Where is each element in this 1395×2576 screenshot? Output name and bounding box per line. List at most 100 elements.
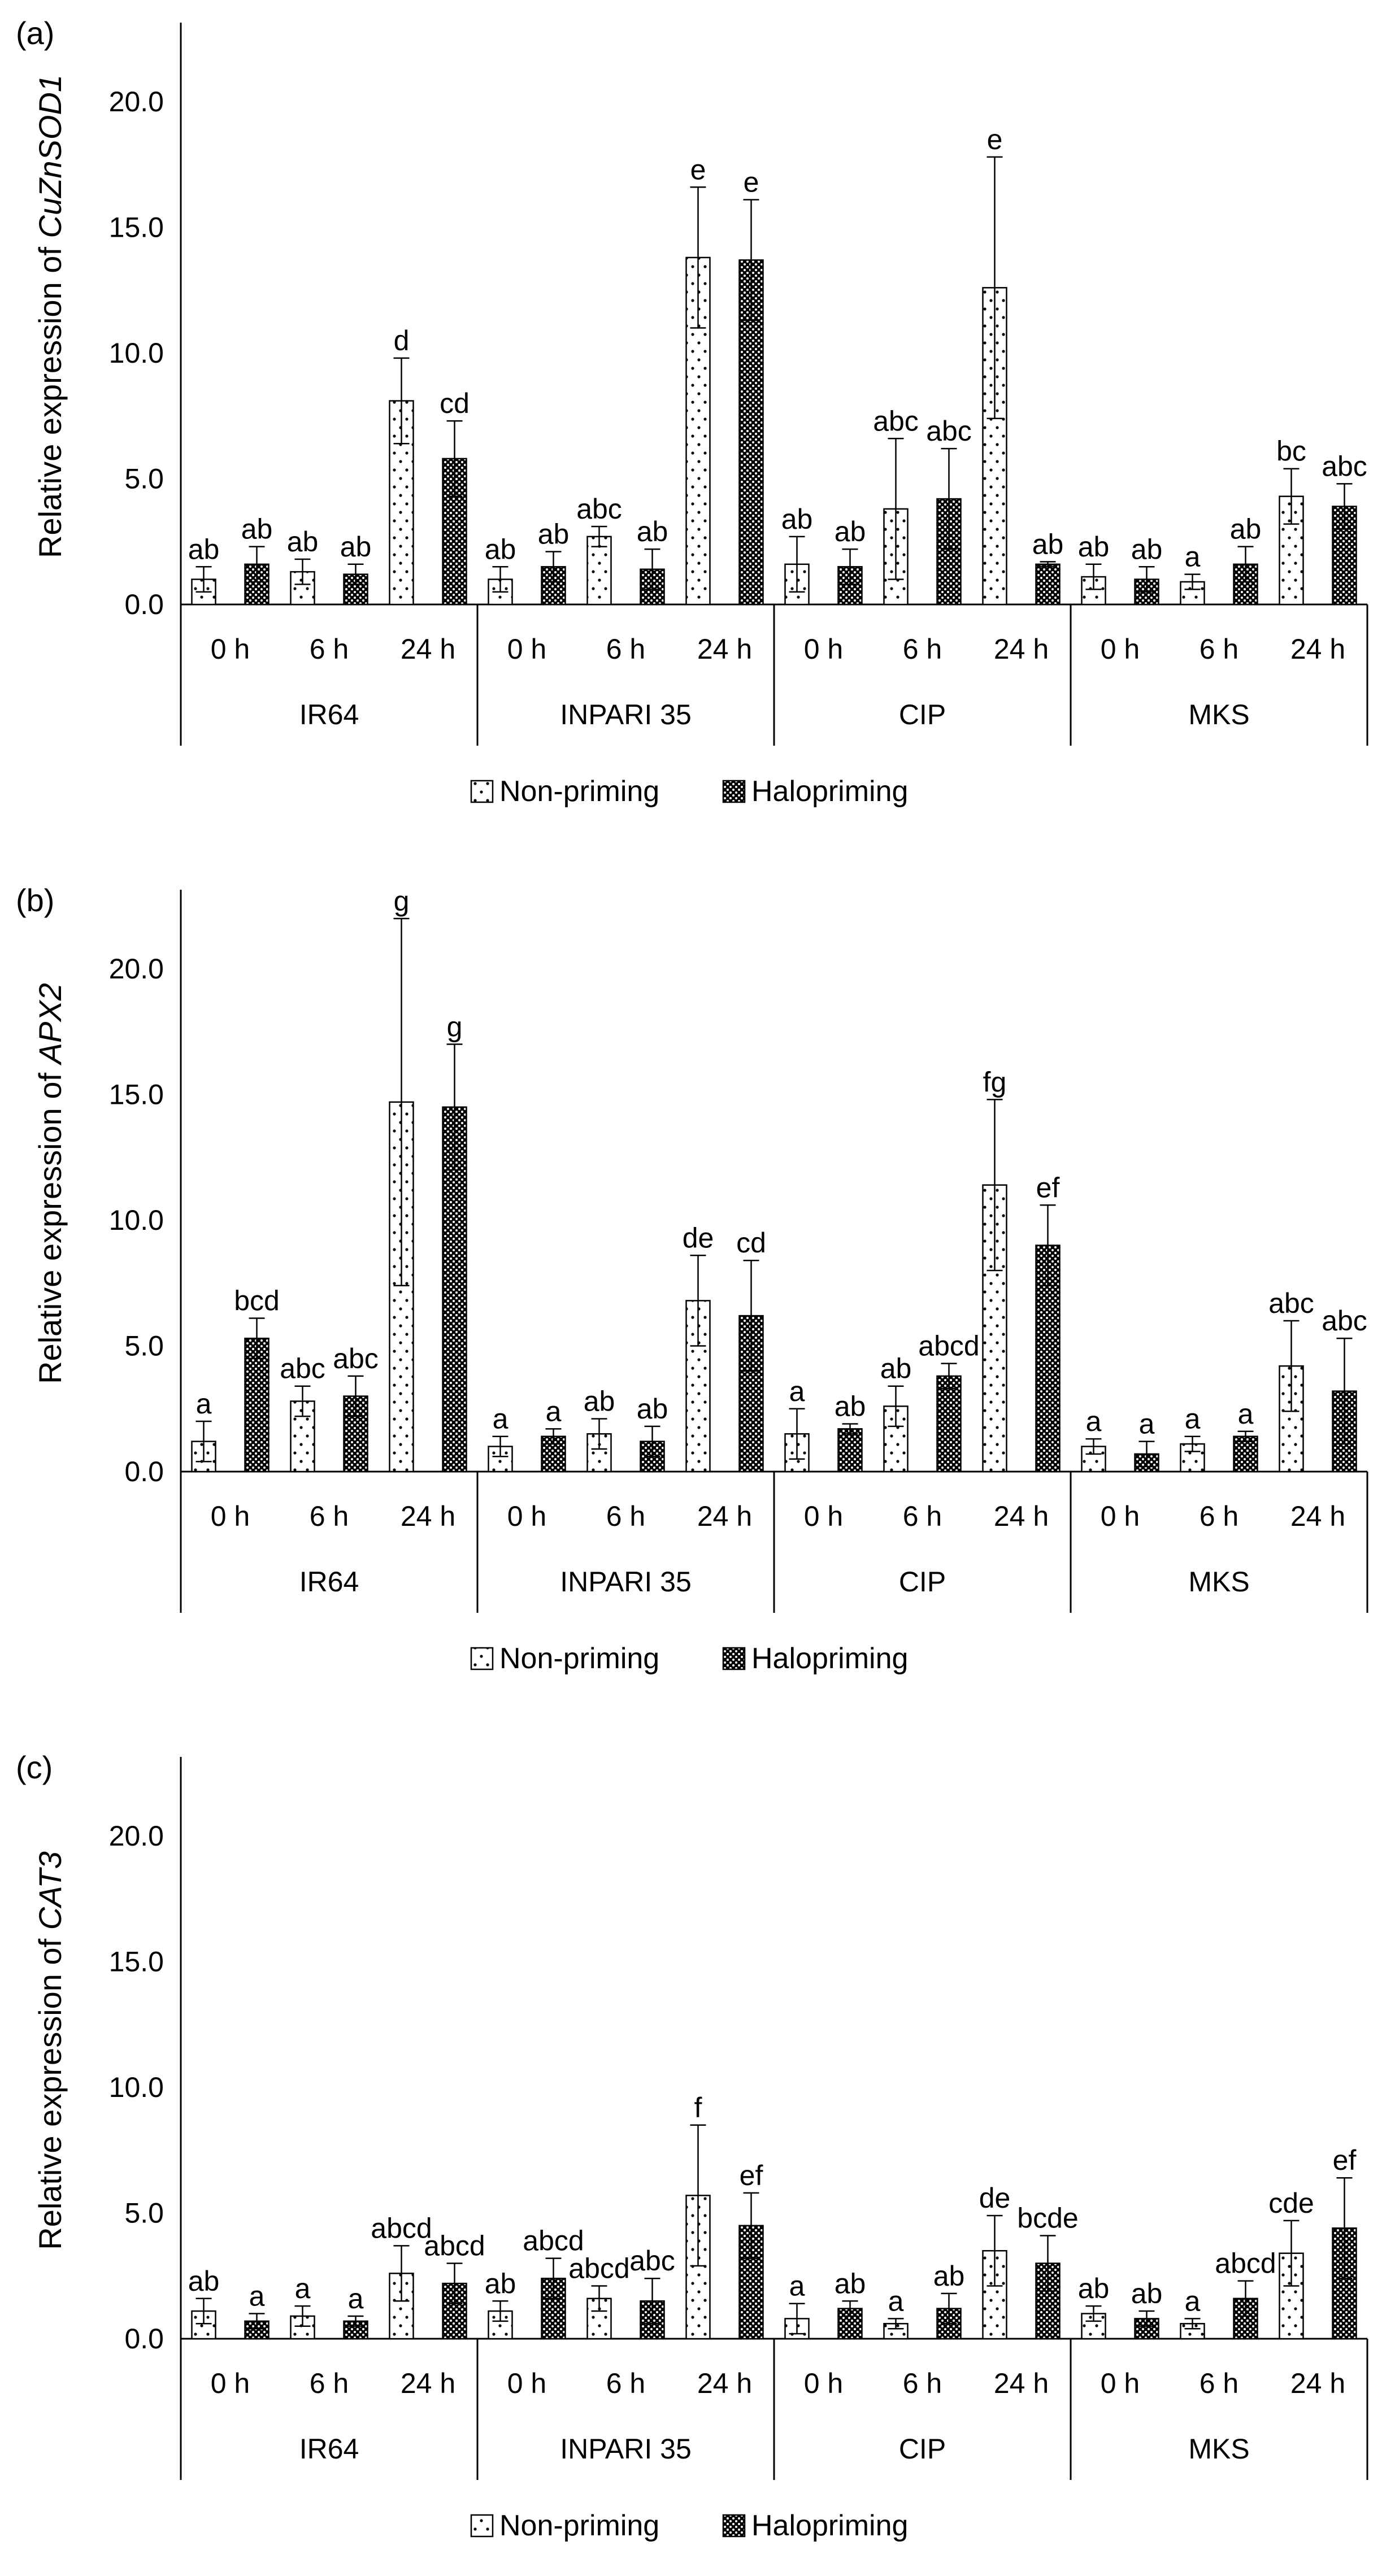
x-group-label: CIP [899, 699, 946, 730]
significance-letter: abcd [424, 2230, 485, 2262]
legend-label-halopriming: Halopriming [751, 775, 908, 808]
x-timepoint-label: 24 h [1290, 2368, 1345, 2399]
significance-letter: ab [241, 514, 273, 545]
legend-swatch-halopriming [722, 780, 746, 803]
y-axis-label: Relative expression of APX2 [32, 983, 68, 1384]
significance-letter: cde [1268, 2187, 1314, 2219]
significance-letter: ab [637, 1393, 668, 1425]
panel-c: (c) 0.0 5.0 10.0 15.0 20.0 Relative expression… [16, 1750, 1368, 2542]
significance-letter: ef [1333, 2144, 1357, 2176]
significance-letter: de [979, 2182, 1011, 2214]
significance-letter: a [493, 1403, 509, 1435]
legend: Non-priming Halopriming [470, 2509, 908, 2542]
legend: Non-priming Halopriming [470, 1642, 908, 1675]
significance-letter: ab [485, 533, 516, 565]
significance-letter: ab [287, 526, 319, 558]
significance-letter: ab [1131, 533, 1163, 565]
y-tick-label: 5.0 [124, 463, 164, 495]
y-tick-label: 15.0 [109, 1079, 164, 1111]
significance-letter: ef [1036, 1172, 1060, 1203]
legend-label-non-priming: Non-priming [499, 775, 659, 808]
y-tick-label: 15.0 [109, 212, 164, 243]
x-timepoint-label: 0 h [1101, 1500, 1140, 1532]
x-timepoint-label: 24 h [994, 633, 1049, 665]
panel-label: (a) [16, 15, 54, 51]
legend-swatch-non-priming [470, 780, 494, 803]
y-tick-label: 0.0 [124, 589, 164, 620]
significance-letter: a [1139, 1408, 1155, 1440]
significance-letter: cd [736, 1227, 766, 1259]
x-group-label: MKS [1188, 2433, 1249, 2465]
y-axis-label-gene: CuZnSOD1 [32, 75, 68, 238]
significance-letter: abcd [918, 1330, 979, 1362]
x-group-label: CIP [899, 2433, 946, 2465]
significance-letter: ab [835, 1390, 866, 1422]
significance-letter: abc [333, 1343, 379, 1374]
significance-letter: ab [584, 1386, 615, 1417]
x-timepoint-label: 6 h [1200, 633, 1239, 665]
significance-letter: bcd [234, 1285, 280, 1317]
x-group-label: INPARI 35 [560, 1566, 692, 1598]
x-timepoint-label: 6 h [310, 633, 349, 665]
y-tick-label: 10.0 [109, 2072, 164, 2103]
significance-letter: abcd [568, 2253, 629, 2285]
significance-letter: a [249, 2281, 265, 2312]
significance-letter: a [295, 2273, 311, 2304]
significance-letter: f [694, 2092, 702, 2124]
x-group-label: MKS [1188, 699, 1249, 730]
significance-letter: a [1238, 1398, 1254, 1430]
significance-letter: ab [880, 1353, 912, 1385]
significance-letter: a [546, 1395, 562, 1427]
x-timepoint-label: 6 h [310, 2368, 349, 2399]
panel-label: (c) [16, 1750, 53, 1785]
x-timepoint-label: 6 h [1200, 1500, 1239, 1532]
legend-label-halopriming: Halopriming [751, 2509, 908, 2542]
x-group-label: IR64 [299, 2433, 359, 2465]
significance-letter: ab [933, 2260, 965, 2292]
significance-letter: abc [1322, 1305, 1367, 1337]
bar-halopriming [936, 1375, 962, 1473]
y-tick-label: 0.0 [124, 1456, 164, 1487]
significance-letter: e [744, 167, 759, 198]
y-axis-label-prefix: Relative expression of [32, 1930, 68, 2250]
significance-letter: ab [538, 519, 570, 550]
significance-letter: e [987, 124, 1003, 155]
bar-halopriming [738, 2225, 764, 2340]
significance-letter: a [348, 2283, 364, 2314]
significance-letter: a [789, 2270, 805, 2302]
significance-letter: bcde [1017, 2203, 1078, 2234]
x-timepoint-label: 6 h [1200, 2368, 1239, 2399]
y-axis-label: Relative expression of CuZnSOD1 [32, 75, 68, 558]
significance-letter: abc [1268, 1287, 1314, 1319]
x-timepoint-label: 24 h [1290, 633, 1345, 665]
significance-letter: ab [835, 516, 866, 547]
legend-label-non-priming: Non-priming [499, 2509, 659, 2542]
significance-letter: ab [835, 2268, 866, 2299]
x-timepoint-label: 0 h [211, 1500, 250, 1532]
significance-letter: abc [1322, 450, 1367, 482]
x-timepoint-label: 0 h [804, 1500, 844, 1532]
x-timepoint-label: 24 h [697, 1500, 752, 1532]
x-group-label: CIP [899, 1566, 946, 1598]
significance-letter: abc [926, 415, 972, 447]
x-timepoint-label: 24 h [1290, 1500, 1345, 1532]
legend-swatch-non-priming [470, 2514, 494, 2538]
x-timepoint-label: 24 h [401, 633, 455, 665]
significance-letter: abcd [371, 2212, 432, 2244]
significance-letter: a [1185, 1403, 1201, 1435]
panel-label: (b) [16, 882, 54, 918]
x-timepoint-label: 24 h [697, 633, 752, 665]
bar-halopriming [837, 1428, 863, 1473]
significance-letter: a [196, 1388, 212, 1420]
significance-letter: ab [485, 2268, 516, 2299]
bar-non-priming [586, 536, 612, 606]
x-timepoint-label: 24 h [401, 1500, 455, 1532]
significance-letter: bc [1276, 436, 1306, 467]
significance-letter: de [683, 1222, 714, 1254]
significance-letter: ab [188, 2265, 220, 2297]
y-tick-label: 15.0 [109, 1946, 164, 1978]
y-tick-label: 10.0 [109, 337, 164, 369]
significance-letter: ab [1032, 528, 1064, 560]
significance-letter: abcd [1215, 2248, 1276, 2279]
x-timepoint-label: 24 h [994, 2368, 1049, 2399]
